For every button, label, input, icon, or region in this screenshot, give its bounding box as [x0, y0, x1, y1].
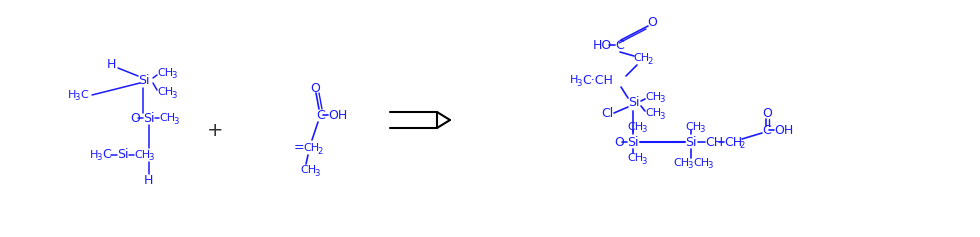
Text: +: +	[207, 120, 223, 140]
Text: C: C	[102, 149, 111, 161]
Text: 3: 3	[96, 154, 101, 163]
Text: 2: 2	[739, 141, 744, 150]
Text: 3: 3	[659, 111, 664, 120]
Text: C: C	[762, 123, 770, 137]
Text: 3: 3	[576, 78, 581, 87]
Text: C: C	[316, 109, 324, 122]
Text: CH: CH	[645, 92, 662, 102]
Text: 3: 3	[641, 156, 647, 165]
Text: OH: OH	[328, 109, 347, 122]
Text: C·CH: C·CH	[582, 73, 612, 87]
Text: 3: 3	[148, 154, 154, 163]
Text: O: O	[614, 136, 624, 149]
Text: CH: CH	[627, 122, 643, 132]
Text: CH: CH	[705, 136, 723, 149]
Text: 3: 3	[707, 161, 712, 170]
Text: C: C	[80, 90, 88, 100]
Text: =: =	[294, 141, 305, 155]
Text: Si: Si	[143, 111, 155, 124]
Text: 3: 3	[74, 94, 79, 102]
Text: H: H	[68, 90, 76, 100]
Text: O: O	[130, 111, 140, 124]
Text: 2: 2	[317, 146, 322, 155]
Text: CH: CH	[159, 113, 175, 123]
Text: 3: 3	[314, 169, 319, 178]
Text: O: O	[310, 82, 319, 95]
Text: 3: 3	[641, 126, 647, 135]
Text: 3: 3	[687, 161, 693, 170]
Text: 2: 2	[647, 56, 653, 65]
Text: CH: CH	[303, 143, 319, 153]
Text: H: H	[144, 173, 154, 187]
Text: CH: CH	[157, 68, 173, 78]
Text: CH: CH	[627, 153, 643, 163]
Text: Cl: Cl	[601, 106, 613, 119]
Text: CH: CH	[685, 122, 701, 132]
Text: CH: CH	[134, 150, 150, 160]
Text: 3: 3	[171, 72, 176, 81]
Text: O: O	[647, 15, 657, 28]
Text: HO: HO	[593, 38, 612, 51]
Text: Si: Si	[685, 136, 697, 149]
Text: OH: OH	[774, 123, 793, 137]
Text: O: O	[762, 106, 772, 119]
Text: Si: Si	[628, 96, 640, 109]
Text: 3: 3	[173, 117, 178, 126]
Text: C: C	[615, 38, 623, 51]
Text: CH: CH	[157, 87, 173, 97]
Text: H: H	[107, 59, 117, 72]
Text: H: H	[90, 150, 98, 160]
Text: Si: Si	[138, 73, 150, 87]
Text: CH: CH	[300, 165, 317, 175]
Text: Si: Si	[117, 149, 128, 161]
Text: H: H	[570, 75, 578, 85]
Text: CH: CH	[724, 136, 742, 149]
Text: 3: 3	[171, 91, 176, 100]
Text: CH: CH	[673, 158, 689, 168]
Text: Si: Si	[627, 136, 639, 149]
Text: 3: 3	[699, 126, 705, 135]
Text: CH: CH	[633, 53, 649, 63]
Text: 3: 3	[659, 96, 664, 105]
Text: CH: CH	[693, 158, 710, 168]
Text: CH: CH	[645, 108, 662, 118]
